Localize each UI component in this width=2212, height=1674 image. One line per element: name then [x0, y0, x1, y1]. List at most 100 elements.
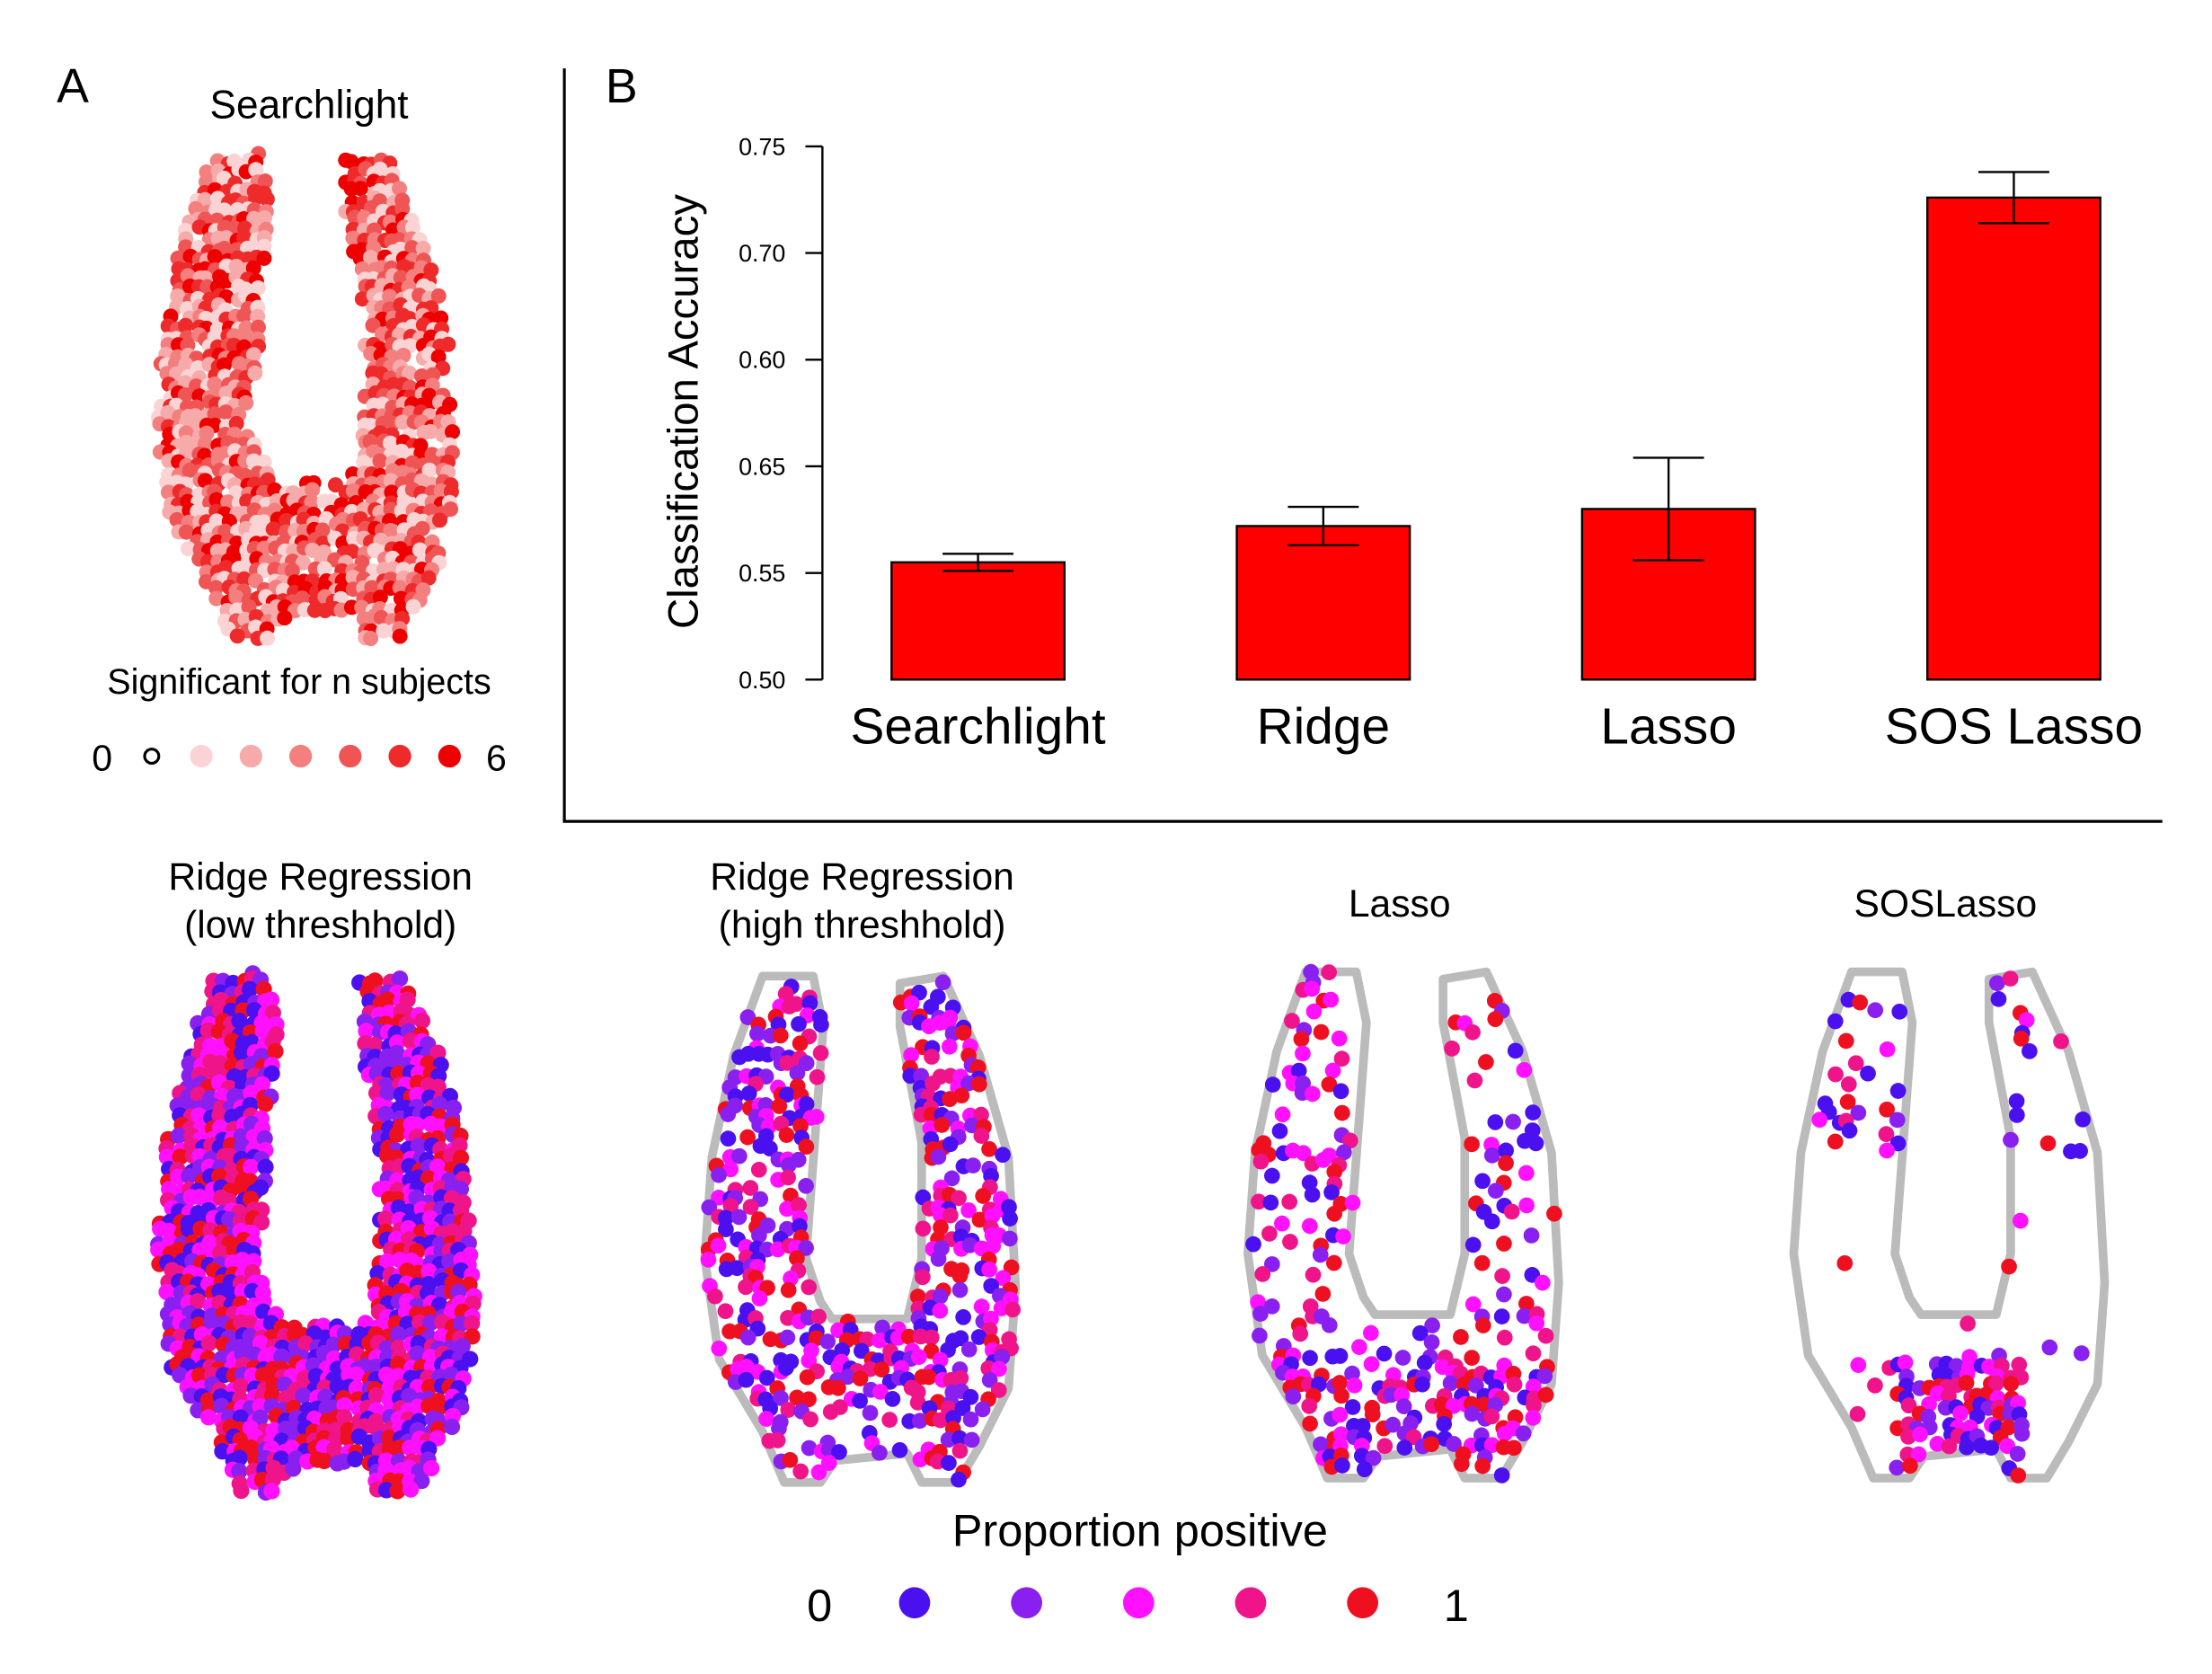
brain-dot [1839, 1094, 1856, 1111]
brain-dot [389, 1126, 406, 1143]
brain-dot [903, 995, 920, 1012]
brain-dot [390, 1325, 407, 1343]
brain-dot [1335, 1228, 1351, 1244]
x-tick-label: Ridge [1257, 698, 1390, 755]
brain-dot [933, 1117, 951, 1133]
brain-dot [1442, 1375, 1459, 1392]
brain-dot [248, 162, 264, 178]
brain-dot [830, 1359, 847, 1375]
brain-dot [177, 386, 193, 403]
brain-dot [199, 1409, 217, 1426]
brain-dot [1321, 1076, 1338, 1093]
brain-dot [233, 1178, 250, 1196]
brain-dot [1284, 1013, 1300, 1029]
brain-dot [932, 1288, 949, 1305]
legend-swatch [288, 744, 313, 768]
brain-dot [1487, 1011, 1504, 1028]
brain-dot [1527, 1135, 1544, 1152]
brain-dot [392, 181, 408, 197]
brain-dot [1396, 1439, 1413, 1456]
brain-dot [1334, 1104, 1350, 1121]
brain-dot [1326, 1164, 1343, 1180]
brain-dot [231, 1463, 248, 1480]
brain-dot [1494, 1268, 1510, 1284]
brain-dot [423, 1459, 440, 1477]
legend-min: 0 [92, 737, 112, 778]
y-tick-label: 0.65 [739, 453, 785, 480]
brain-dot [1983, 1439, 2000, 1457]
brain-dot [932, 1412, 949, 1429]
brain-dot [257, 1158, 274, 1175]
brain-dot [178, 357, 194, 373]
brain-dot [208, 492, 225, 508]
brain-dot [962, 1411, 979, 1428]
brain-dot [1292, 1325, 1309, 1342]
brain-dot [295, 554, 311, 571]
brain-dot [952, 1330, 969, 1347]
brain-dot [228, 589, 244, 605]
panel-label: B [606, 59, 638, 113]
brain-dot [1498, 1142, 1514, 1159]
brain-dot [717, 1303, 734, 1320]
brain-dot [263, 1483, 280, 1500]
brain-dot [464, 1315, 481, 1332]
brain-dot [403, 1481, 420, 1498]
brain-dot [1282, 1234, 1298, 1250]
brain-dot [1325, 1254, 1342, 1271]
legend-min: 0 [807, 1580, 832, 1631]
brain-dot [1254, 1266, 1271, 1282]
brain-dot [1351, 1339, 1367, 1355]
brain-dot [390, 1355, 407, 1373]
brain-dot [1331, 1030, 1348, 1047]
brain-dot [1313, 1023, 1330, 1041]
brain-dot [247, 365, 263, 381]
brain-dot [1001, 1199, 1017, 1216]
brain-dot [773, 1390, 789, 1406]
brain-dot [1941, 1438, 1958, 1455]
brain-dot [1850, 1357, 1867, 1373]
brain-dot [1987, 1375, 2004, 1392]
brain-dot [990, 1382, 1007, 1398]
brain-dot [208, 580, 224, 596]
brain-dot [304, 494, 320, 510]
brain-dot [1879, 1142, 1895, 1159]
brain-dot [263, 1065, 280, 1082]
brain-dot [873, 1361, 890, 1378]
brain-dot [1897, 1354, 1914, 1371]
brain-dot [1498, 1155, 1514, 1172]
brain-dot [1537, 1386, 1554, 1404]
brain-dot [305, 482, 321, 498]
brain-dot [1346, 1377, 1363, 1394]
brain-dot [422, 423, 438, 439]
brain-dot [233, 1482, 250, 1500]
brain-dot [2018, 1012, 2035, 1029]
brain-dot [960, 1202, 977, 1218]
brain-dot [158, 1148, 175, 1165]
brain-dot [915, 1220, 932, 1237]
brain-dot [1395, 1398, 1412, 1414]
brain-dot [1333, 1050, 1350, 1067]
brain-dot [718, 1221, 734, 1237]
brain-dot [367, 1085, 385, 1102]
brain-dot [1354, 1418, 1371, 1434]
brain-dot [1889, 1135, 1907, 1152]
brain-dot [799, 1368, 816, 1386]
y-tick-label: 0.60 [739, 347, 785, 374]
brain-dot [1929, 1435, 1946, 1452]
brain-dot [1252, 1153, 1270, 1170]
brain-outline [1789, 967, 2110, 1483]
brain-dot [1474, 1173, 1491, 1190]
brain-dot [739, 1129, 756, 1146]
brain-dot [852, 1393, 868, 1409]
brain-dot [891, 1442, 908, 1458]
brain-dot [1290, 1062, 1307, 1079]
brain-dot [1517, 1165, 1535, 1182]
brain-dot [376, 1210, 394, 1227]
brain-dot [941, 1455, 957, 1471]
brain-dot [995, 1270, 1012, 1287]
brain-dot [1424, 1317, 1440, 1333]
brain-dot [1262, 1194, 1279, 1211]
brain-dot [792, 1463, 810, 1480]
brain-dot [819, 1333, 836, 1350]
brain-dot [1264, 1076, 1281, 1093]
